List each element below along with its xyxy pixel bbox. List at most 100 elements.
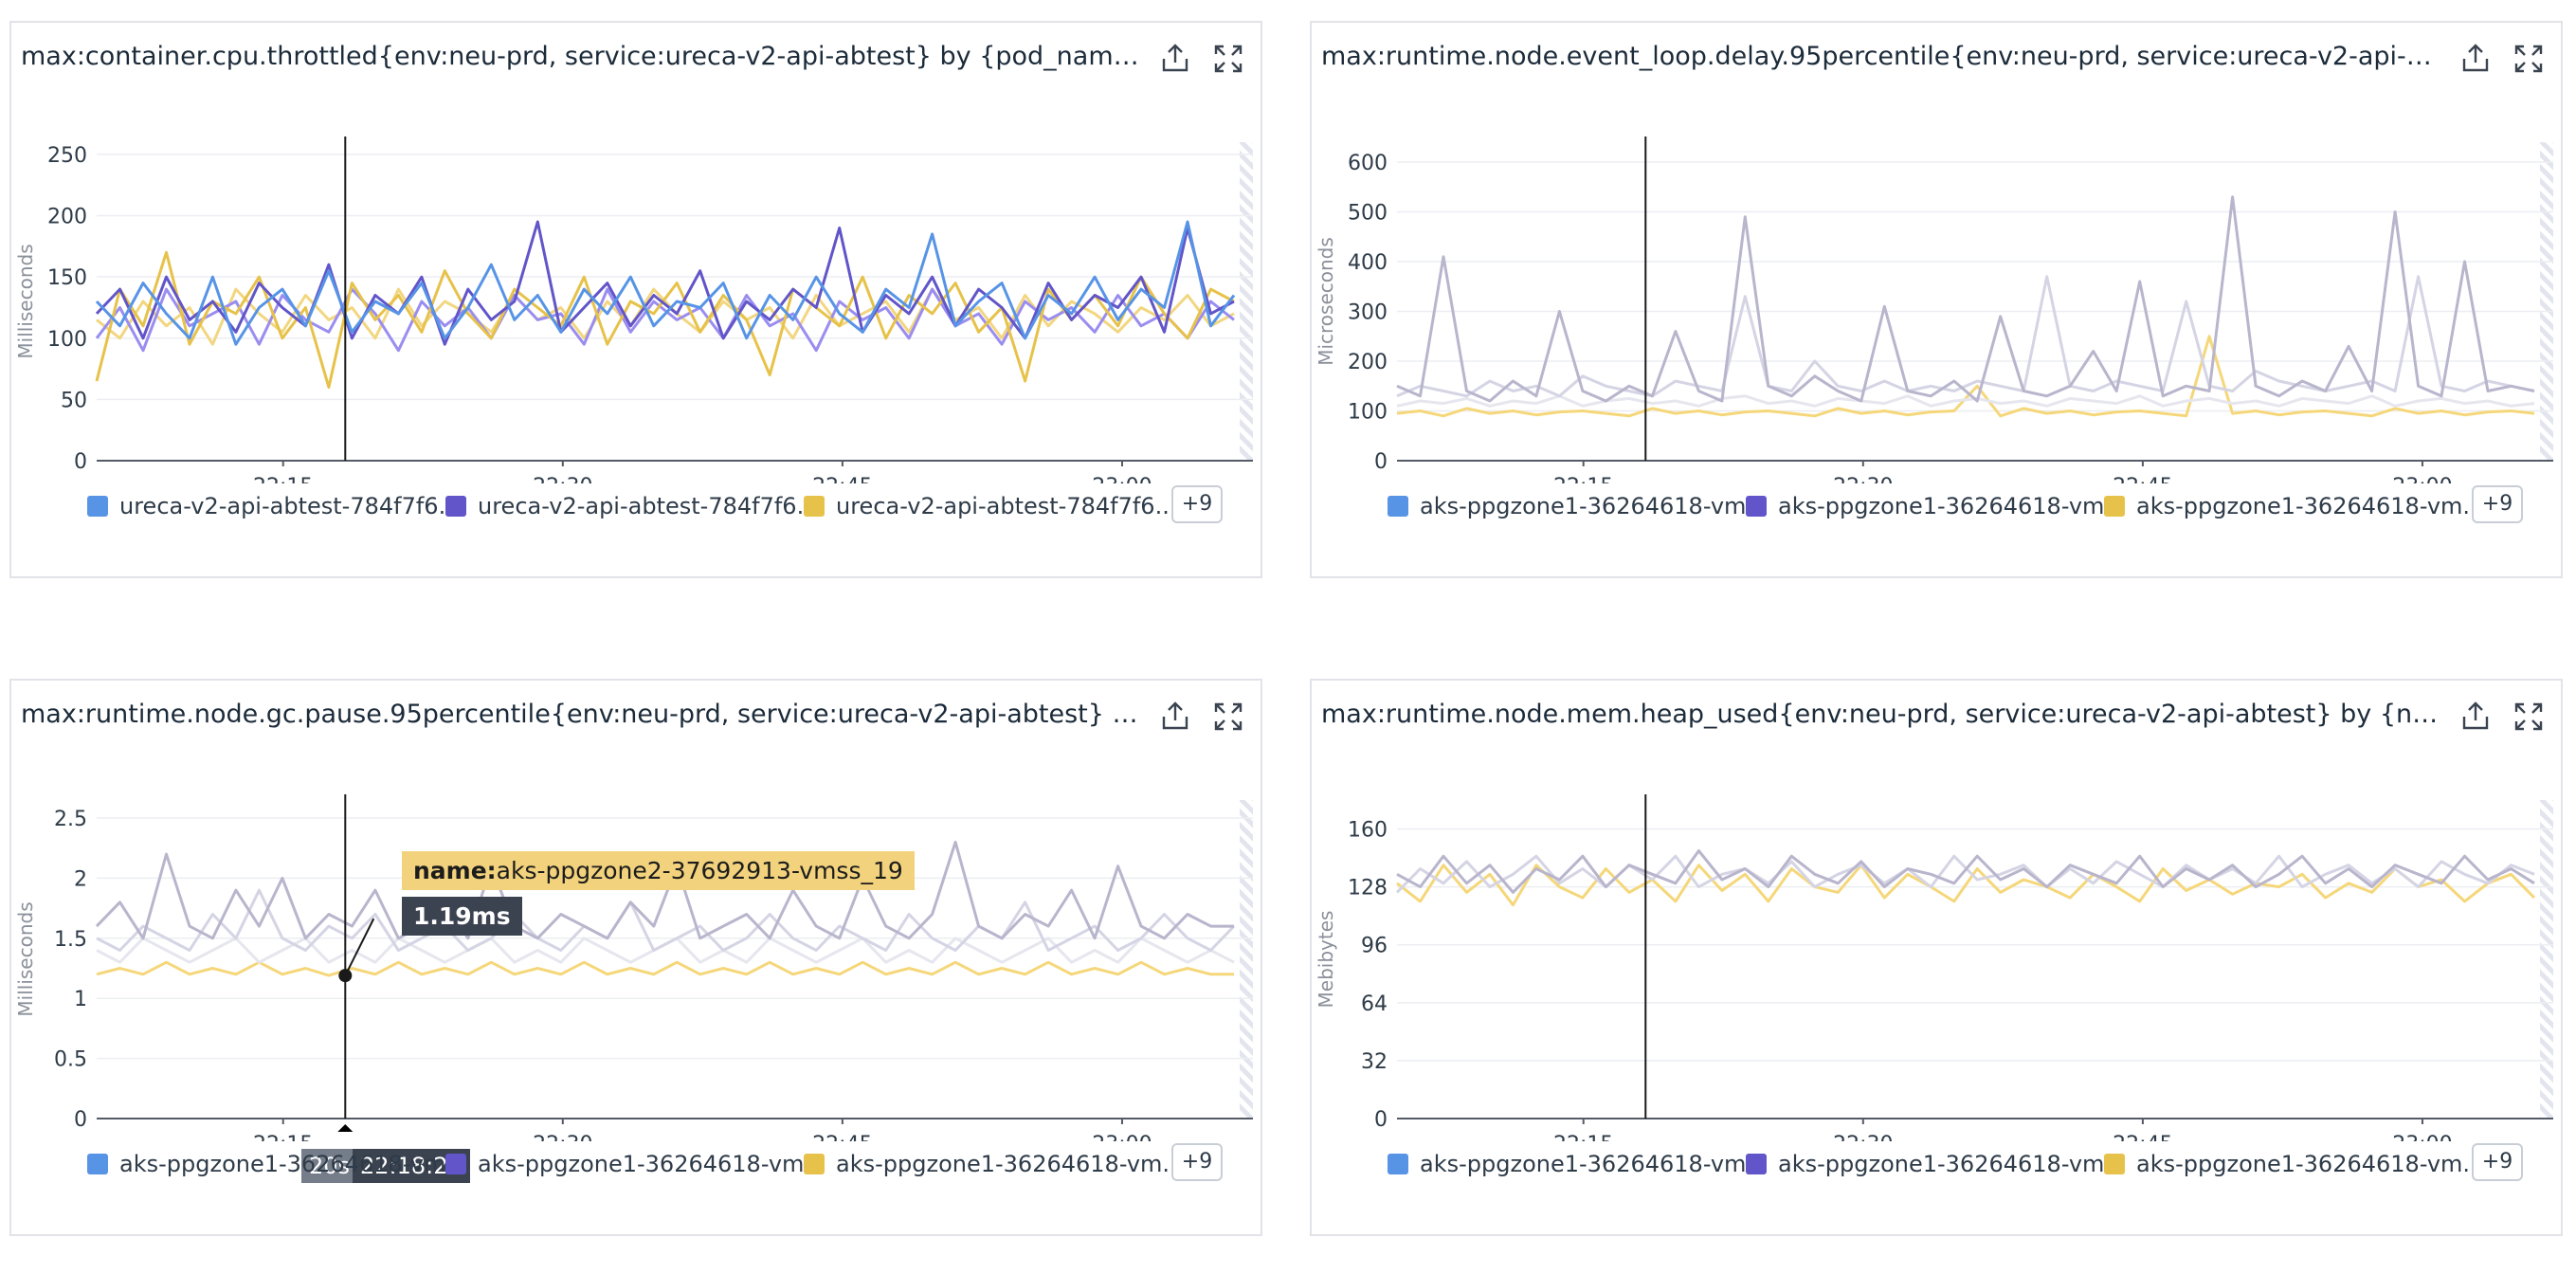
x-tick-label: 22:45 [812, 1133, 872, 1141]
y-tick-label: 128 [1348, 877, 1388, 901]
tooltip-series-name: name:aks-ppgzone2-37692913-vmss_19 [402, 851, 915, 890]
chart-area[interactable]: 0 32 64 96 128 160 22:15 22:30 22:45 23:00 Mebibyt… [1312, 753, 2561, 1141]
series-line [1396, 275, 2535, 398]
legend-item[interactable]: aks-ppgzone1-36264618-vm... [2104, 493, 2484, 519]
legend-swatch [445, 1154, 466, 1174]
panel-header: max:container.cpu.throttled{env:neu-prd,… [11, 23, 1261, 93]
more-series-button[interactable]: +9 [2472, 485, 2523, 523]
x-tick-label: 22:15 [1553, 475, 1613, 483]
legend-item[interactable]: ureca-v2-api-abtest-784f7f6... [445, 493, 818, 519]
legend: ureca-v2-api-abtest-784f7f6... ureca-v2-… [78, 485, 1253, 527]
legend-item[interactable]: aks-ppgzone1-36264618-vm... [87, 1151, 467, 1177]
y-tick-label: 1 [74, 988, 87, 1011]
panel-heap-used: max:runtime.node.mem.heap_used{env:neu-p… [1310, 679, 2563, 1236]
tooltip-connector [344, 918, 375, 976]
panel-title: max:runtime.node.event_loop.delay.95perc… [1321, 42, 2445, 71]
legend-item[interactable]: aks-ppgzone1-36264618-vm... [804, 1151, 1184, 1177]
y-tick-label: 0 [74, 1108, 87, 1132]
export-icon[interactable] [2458, 42, 2493, 76]
y-axis-label: Milliseconds [14, 244, 37, 358]
y-tick-label: 0 [74, 450, 87, 474]
export-icon[interactable] [1158, 700, 1192, 734]
legend-label: aks-ppgzone1-36264618-vm... [2136, 493, 2485, 519]
legend-item[interactable]: aks-ppgzone1-36264618-vm... [2104, 1151, 2484, 1177]
series-line [1396, 849, 2535, 894]
legend-swatch [87, 1154, 108, 1174]
y-tick-label: 100 [1348, 401, 1388, 425]
fullscreen-icon[interactable] [2512, 700, 2546, 734]
legend-item[interactable]: ureca-v2-api-abtest-784f7f6... [804, 493, 1176, 519]
panel-title: max:container.cpu.throttled{env:neu-prd,… [21, 42, 1139, 71]
panel-gc-pause: max:runtime.node.gc.pause.95percentile{e… [9, 679, 1262, 1236]
legend-label: ureca-v2-api-abtest-784f7f6... [478, 493, 819, 519]
legend-item[interactable]: aks-ppgzone1-36264618-vm... [1388, 493, 1768, 519]
y-tick-label: 64 [1361, 992, 1388, 1016]
x-tick-label: 23:00 [1092, 1133, 1152, 1141]
partial-data-hatch [1240, 142, 1253, 461]
x-tick-label: 23:00 [2392, 475, 2452, 483]
fullscreen-icon[interactable] [1211, 700, 1245, 734]
panel-header: max:runtime.node.gc.pause.95percentile{e… [11, 681, 1261, 751]
y-tick-label: 150 [47, 266, 87, 290]
cursor-interval-chip: 20s [301, 1149, 358, 1183]
legend-label: aks-ppgzone1-36264618-vm... [119, 1151, 468, 1177]
y-tick-label: 1.5 [54, 928, 87, 952]
x-tick-label: 22:45 [812, 475, 872, 483]
fullscreen-icon[interactable] [1211, 42, 1245, 76]
panel-header: max:runtime.node.mem.heap_used{env:neu-p… [1312, 681, 2561, 751]
export-icon[interactable] [2458, 700, 2493, 734]
legend-item[interactable]: aks-ppgzone1-36264618-vm... [1746, 1151, 2126, 1177]
legend-swatch [1388, 496, 1408, 517]
series-line [96, 287, 1235, 346]
y-tick-label: 50 [61, 389, 87, 412]
y-tick-label: 500 [1348, 202, 1388, 226]
x-tick-label: 22:30 [1833, 475, 1893, 483]
legend-swatch [804, 1154, 825, 1174]
series-line [96, 888, 1236, 952]
legend-label: ureca-v2-api-abtest-784f7f6... [119, 493, 461, 519]
legend: aks-ppgzone1-36264618-vm... aks-ppgzone1… [1378, 1143, 2553, 1185]
partial-data-hatch [1240, 800, 1253, 1119]
y-axis-label: Mebibytes [1315, 911, 1337, 1009]
export-icon[interactable] [1158, 42, 1192, 76]
y-tick-label: 32 [1361, 1050, 1388, 1074]
legend: aks-ppgzone1-36264618-vm... aks-ppgzone1… [78, 1143, 1253, 1185]
y-tick-label: 250 [47, 144, 87, 168]
series-line [96, 960, 1234, 977]
y-tick-label: 100 [47, 328, 87, 352]
y-axis-label: Milliseconds [14, 901, 37, 1016]
more-series-button[interactable]: +9 [1171, 1143, 1223, 1181]
y-tick-label: 600 [1348, 152, 1388, 175]
legend-label: aks-ppgzone1-36264618-vm... [1420, 1151, 1769, 1177]
legend-item[interactable]: aks-ppgzone1-36264618-vm... [445, 1151, 825, 1177]
series-line [1396, 394, 2535, 408]
y-tick-label: 0 [1374, 1108, 1388, 1132]
x-tick-label: 22:30 [1833, 1133, 1893, 1141]
legend-label: aks-ppgzone1-36264618-vm... [1420, 493, 1769, 519]
legend-label: aks-ppgzone1-36264618-vm... [1778, 493, 2127, 519]
chart-area[interactable]: 0 50 100 150 200 250 22:15 22:30 22:45 23:00 Milli… [11, 95, 1261, 483]
y-tick-label: 96 [1361, 935, 1388, 958]
panel-event-loop-delay: max:runtime.node.event_loop.delay.95perc… [1310, 21, 2563, 578]
fullscreen-icon[interactable] [2512, 42, 2546, 76]
partial-data-hatch [2540, 800, 2553, 1119]
series-line [1396, 195, 2535, 403]
more-series-button[interactable]: +9 [2472, 1143, 2523, 1181]
y-tick-label: 200 [47, 206, 87, 229]
legend-item[interactable]: aks-ppgzone1-36264618-vm... [1746, 493, 2126, 519]
tooltip-value: 1.19ms [402, 897, 522, 936]
legend: aks-ppgzone1-36264618-vm... aks-ppgzone1… [1378, 485, 2553, 527]
legend-swatch [1388, 1154, 1408, 1174]
y-tick-label: 2 [74, 867, 87, 891]
chart-area[interactable]: 0 0.5 1 1.5 2 2.5 22:15 22:30 22:45 23:00 Millisec… [11, 753, 1261, 1141]
legend-item[interactable]: aks-ppgzone1-36264618-vm... [1388, 1151, 1768, 1177]
series-line [1396, 864, 2536, 907]
legend-item[interactable]: ureca-v2-api-abtest-784f7f6... [87, 493, 460, 519]
more-series-button[interactable]: +9 [1171, 485, 1223, 523]
legend-swatch [87, 496, 108, 517]
legend-swatch [1746, 1154, 1767, 1174]
y-tick-label: 300 [1348, 301, 1388, 325]
series-line [95, 287, 1235, 353]
chart-area[interactable]: 0 100 200 300 400 500 600 22:15 22:30 22:45 23:00 M… [1312, 95, 2561, 483]
panel-title: max:runtime.node.mem.heap_used{env:neu-p… [1321, 700, 2445, 729]
